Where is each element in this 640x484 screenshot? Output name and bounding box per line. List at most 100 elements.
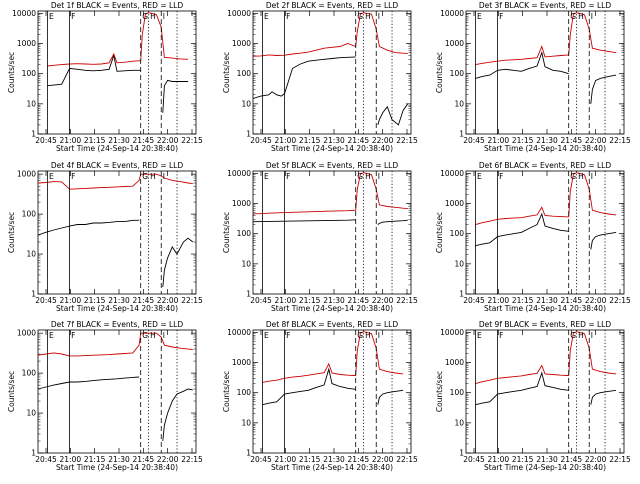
time-marker-label: I [378,172,380,181]
lld-series-line [252,12,408,57]
panel-7: Det 7f BLACK = Events, RED = LLD 1 10 100 10… [7,320,203,472]
time-marker-label: I [163,12,165,21]
time-marker-label: H [150,12,156,21]
x-tick-label: 20:45 [463,136,485,145]
time-marker-label: F [286,331,290,340]
time-marker-label: G [142,12,148,21]
y-tick-label: 100 [450,229,465,238]
x-axis-label: Start Time (24-Sep-14 20:38:40) [271,144,393,153]
x-tick-label: 21:15 [84,296,106,305]
x-tick-label: 21:45 [561,136,583,145]
y-tick-label: 1 [246,290,251,299]
events-series-line [47,53,189,113]
y-tick-label: 100 [450,388,465,397]
x-tick-label: 21:45 [133,296,155,305]
x-tick-label: 20:45 [250,296,272,305]
y-tick-label: 10 [241,99,251,108]
panel-title: Det 3f BLACK = Events, RED = LLD [479,1,612,10]
x-tick-label: 21:00 [488,455,510,464]
x-tick-label: 21:45 [348,136,370,145]
y-tick-label: 1000 [445,199,464,208]
time-marker-label: I [163,331,165,340]
y-axis-label: Counts/sec [7,212,16,253]
y-tick-label: 10 [454,259,464,268]
time-marker-label: I [591,172,593,181]
time-marker-label: G [142,172,148,181]
x-tick-label: 22:15 [396,296,418,305]
x-tick-label: 20:45 [250,455,272,464]
time-marker-label: H [578,12,584,21]
panel-title: Det 9f BLACK = Events, RED = LLD [479,320,612,329]
x-tick-label: 21:00 [275,296,297,305]
y-axis-label: Counts/sec [222,212,231,253]
lld-series-line [47,12,189,67]
x-tick-label: 20:45 [35,455,57,464]
y-tick-label: 1 [459,290,464,299]
time-marker-label: E [49,331,54,340]
time-marker-label: F [71,172,75,181]
time-marker-label: H [150,172,156,181]
x-tick-label: 22:15 [396,455,418,464]
time-marker-label: F [499,172,503,181]
lld-series-line [475,12,617,66]
y-tick-label: 1 [246,130,251,139]
x-axis-label: Start Time (24-Sep-14 20:38:40) [56,144,178,153]
x-tick-label: 21:00 [60,136,82,145]
time-marker-label: E [264,12,269,21]
time-marker-label: G [570,12,576,21]
x-tick-label: 21:30 [108,136,130,145]
events-series-line [252,219,408,225]
plot-frame [37,329,197,454]
x-tick-label: 22:00 [157,455,179,464]
x-tick-label: 22:00 [157,136,179,145]
events-series-line [37,376,193,442]
x-tick-label: 22:15 [609,455,631,464]
time-marker-label: I [591,331,593,340]
events-series-line [475,371,617,406]
time-marker-label: I [378,12,380,21]
time-marker-label: F [286,172,290,181]
y-tick-label: 1000 [17,39,36,48]
time-marker-label: I [591,12,593,21]
panel-6: Det 6f BLACK = Events, RED = LLD 1 10 100 10… [435,161,631,313]
x-tick-label: 21:30 [108,296,130,305]
y-tick-label: 1000 [232,199,251,208]
y-axis-label: Counts/sec [435,52,444,93]
x-tick-label: 22:15 [181,296,203,305]
events-series-line [252,56,409,126]
events-series-line [37,219,194,288]
x-axis-label: Start Time (24-Sep-14 20:38:40) [56,463,178,472]
y-tick-label: 1000 [232,39,251,48]
plot-frame [252,329,412,454]
time-marker-label: H [365,12,371,21]
y-tick-label: 10 [241,259,251,268]
time-marker-label: G [357,172,363,181]
y-tick-label: 1000 [17,170,36,179]
y-tick-label: 1 [31,449,36,458]
panel-title: Det 1f BLACK = Events, RED = LLD [51,1,184,10]
events-series-line [475,212,617,250]
x-axis-label: Start Time (24-Sep-14 20:38:40) [271,304,393,313]
panel-1: Det 1f BLACK = Events, RED = LLD 1 10 100 10… [7,1,203,153]
y-tick-label: 10 [454,99,464,108]
x-tick-label: 20:45 [250,136,272,145]
x-axis-label: Start Time (24-Sep-14 20:38:40) [56,304,178,313]
plot-frame [465,10,625,135]
panel-8: Det 8f BLACK = Events, RED = LLD 1 10 100 10… [222,320,418,472]
x-tick-label: 21:30 [108,455,130,464]
y-tick-label: 100 [22,69,37,78]
plot-frame [37,10,197,135]
x-tick-label: 21:30 [323,136,345,145]
lld-series-line [252,172,408,215]
x-tick-label: 21:15 [512,296,534,305]
x-tick-label: 22:15 [181,455,203,464]
x-tick-label: 22:15 [181,136,203,145]
x-tick-label: 21:15 [299,296,321,305]
time-marker-label: E [477,12,482,21]
events-series-line [475,50,617,104]
panel-title: Det 8f BLACK = Events, RED = LLD [266,320,399,329]
y-tick-label: 10 [26,99,36,108]
plot-frame [465,329,625,454]
time-marker-label: F [499,331,503,340]
